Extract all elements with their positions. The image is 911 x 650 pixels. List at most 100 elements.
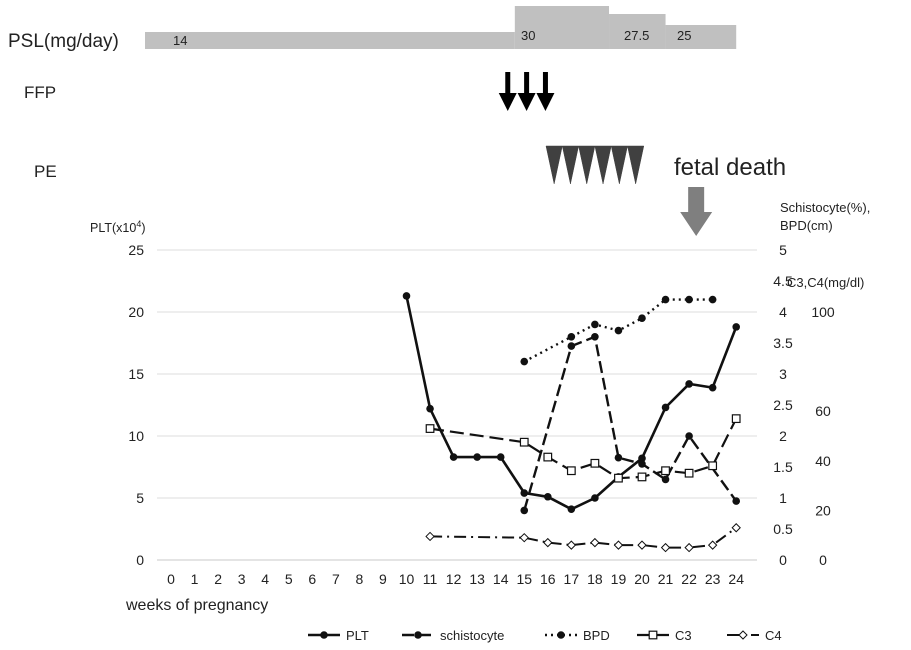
data-point (638, 454, 646, 463)
y-ticks-right-1: 0.5 1 1.5 2 2.5 3 3.5 4 4.5 5 0 (773, 242, 793, 568)
legend-label: C3 (675, 628, 692, 643)
data-point (685, 295, 693, 304)
y-axis-label-right-3: C3,C4(mg/dl) (787, 275, 864, 290)
x-tick: 2 (214, 571, 222, 587)
y-tick-left: 10 (128, 428, 144, 444)
series (402, 292, 741, 553)
y-tick-right-1: 0 (779, 552, 787, 568)
data-point (638, 460, 646, 468)
x-tick: 21 (658, 571, 674, 587)
y-tick-left: 0 (136, 552, 144, 568)
data-point (425, 531, 435, 542)
pe-marks (545, 145, 645, 185)
y-tick-left: 5 (136, 490, 144, 506)
data-point (426, 404, 434, 413)
series-line (523, 335, 738, 511)
y-tick-right-2: 20 (815, 502, 831, 518)
data-point (731, 414, 741, 424)
y-tick-right-2: 100 (811, 304, 835, 320)
y-tick-right-1: 3.5 (773, 335, 793, 351)
data-point (543, 452, 553, 462)
psl-label: PSL(mg/day) (8, 31, 119, 52)
ffp-arrows (498, 72, 555, 111)
data-point (661, 475, 670, 484)
data-point (566, 540, 577, 550)
data-point (708, 461, 718, 471)
x-tick: 11 (423, 571, 438, 587)
data-point (738, 630, 748, 640)
legend-item-plt: PLT (308, 628, 369, 643)
data-point (637, 540, 647, 550)
pe-session-mark (578, 145, 596, 185)
ffp-arrow-head (536, 93, 555, 111)
data-point (661, 403, 670, 412)
x-ticks: 0 1 2 3 4 5 6 7 8 9 10 11 12 13 14 15 16 17 18 19 20 21 22 23 24 (167, 571, 744, 587)
data-point (661, 295, 670, 304)
data-point (425, 424, 435, 433)
axes: PLT(x104) Schistocyte(%), BPD(cm) C3,C4(… (90, 200, 870, 614)
legend-item-c4: C4 (727, 628, 782, 643)
fetal-death-label: fetal death (674, 154, 786, 181)
data-point (637, 472, 647, 482)
x-tick: 1 (191, 571, 199, 587)
y-tick-left: 15 (128, 366, 144, 382)
data-point (496, 453, 505, 461)
x-tick: 15 (516, 571, 532, 587)
data-point (614, 473, 623, 483)
y-axis-label-right-1: Schistocyte(%), (780, 200, 870, 215)
series-c3 (425, 414, 741, 483)
x-tick: 18 (587, 571, 603, 587)
treatment-timeline: PSL(mg/day) 14 30 27.5 25 FFP PE fetal deat… (8, 6, 786, 236)
fetal-death-arrow (680, 187, 713, 236)
data-point (648, 630, 658, 640)
x-tick: 10 (399, 571, 415, 587)
x-axis-label: weeks of pregnancy (125, 597, 268, 614)
y-tick-right-1: 3 (779, 366, 787, 382)
data-point (660, 542, 671, 553)
data-point (567, 333, 576, 341)
psl-dose-label: 30 (521, 28, 535, 43)
psl-bar-segment (665, 25, 737, 49)
data-point (520, 357, 529, 366)
y-tick-right-1: 1 (779, 490, 787, 506)
x-tick: 16 (540, 571, 556, 587)
legend-label: schistocyte (440, 628, 504, 643)
data-point (520, 506, 529, 515)
x-tick: 8 (356, 571, 364, 587)
legend-label: PLT (346, 628, 369, 643)
ffp-label: FFP (24, 83, 56, 102)
x-tick: 17 (564, 571, 580, 587)
x-tick: 22 (681, 571, 697, 587)
data-point (320, 631, 328, 639)
data-point (519, 437, 529, 447)
legend-label: BPD (583, 628, 610, 643)
data-point (613, 540, 624, 550)
series-c4 (425, 523, 741, 553)
y-axis-label-left: PLT(x104) (90, 219, 146, 235)
series-bpd (520, 295, 717, 366)
data-point (638, 314, 646, 323)
legend-item-schistocyte: schistocyte (402, 628, 504, 643)
pe-session-mark (545, 145, 563, 185)
x-tick: 14 (493, 571, 509, 587)
data-point (732, 497, 740, 505)
legend: PLT schistocyte BPD C3 C4 (308, 628, 782, 643)
pe-session-mark (561, 145, 579, 185)
data-point (519, 532, 529, 543)
y-ticks-right-2: 0 20 40 60 100 (811, 304, 835, 568)
data-point (614, 326, 623, 335)
data-point (684, 542, 694, 553)
y-tick-right-1: 4 (779, 304, 787, 320)
psl-bar-segment (514, 6, 610, 49)
psl-bar-segment (145, 32, 515, 49)
series-line (430, 526, 737, 549)
x-tick: 0 (167, 571, 175, 587)
data-point (731, 523, 741, 533)
x-tick: 12 (446, 571, 462, 587)
x-tick: 4 (261, 571, 269, 587)
x-tick: 24 (728, 571, 744, 587)
y-tick-right-1: 4.5 (773, 273, 793, 289)
y-tick-right-1: 1.5 (773, 459, 793, 475)
data-point (614, 453, 623, 462)
